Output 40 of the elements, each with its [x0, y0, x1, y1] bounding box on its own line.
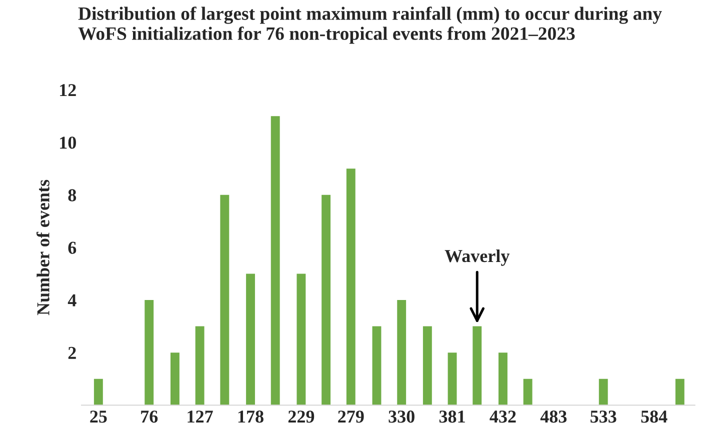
x-tick-label: 229 — [288, 410, 314, 423]
bar — [448, 352, 457, 406]
bar — [472, 326, 482, 406]
y-tick-label: 2 — [68, 346, 76, 359]
bar — [94, 378, 103, 406]
chart-title: Distribution of largest point maximum rainfall (mm) to occur during any WoFS initialization for 76 non-tropical events from 2021–2023 — [78, 6, 662, 44]
y-tick-label: 12 — [60, 84, 76, 96]
y-tick-label: 10 — [60, 136, 76, 149]
bar — [322, 194, 331, 406]
x-tick-label: 76 — [141, 410, 158, 423]
x-tick-label: 25 — [90, 410, 107, 423]
bar — [397, 300, 406, 406]
bar — [270, 116, 280, 406]
bar — [498, 352, 508, 406]
x-tick-label: 178 — [238, 410, 264, 423]
y-axis-title: Number of events — [36, 180, 50, 316]
bar — [372, 326, 382, 406]
bar — [144, 300, 154, 406]
bar — [675, 378, 684, 406]
y-tick-label: 8 — [68, 189, 76, 202]
x-tick-label: 483 — [540, 410, 567, 423]
bar — [346, 168, 356, 406]
x-tick-label: 381 — [439, 410, 465, 423]
y-tick-label: 6 — [68, 242, 76, 254]
bar — [598, 378, 608, 406]
x-tick-label: 533 — [590, 410, 616, 423]
bar — [195, 326, 204, 406]
x-tick-label: 584 — [641, 410, 668, 423]
annotation: Waverly — [444, 249, 510, 266]
bar — [422, 326, 432, 406]
bar — [296, 274, 306, 406]
bar — [220, 194, 230, 406]
x-tick-label: 127 — [188, 410, 213, 423]
bar — [170, 352, 180, 406]
x-tick-label: 432 — [490, 410, 516, 423]
y-tick-label: 4 — [68, 294, 76, 306]
x-tick-label: 330 — [388, 410, 414, 423]
x-tick-label: 279 — [338, 410, 364, 423]
bar — [523, 378, 532, 406]
bar — [246, 274, 255, 406]
